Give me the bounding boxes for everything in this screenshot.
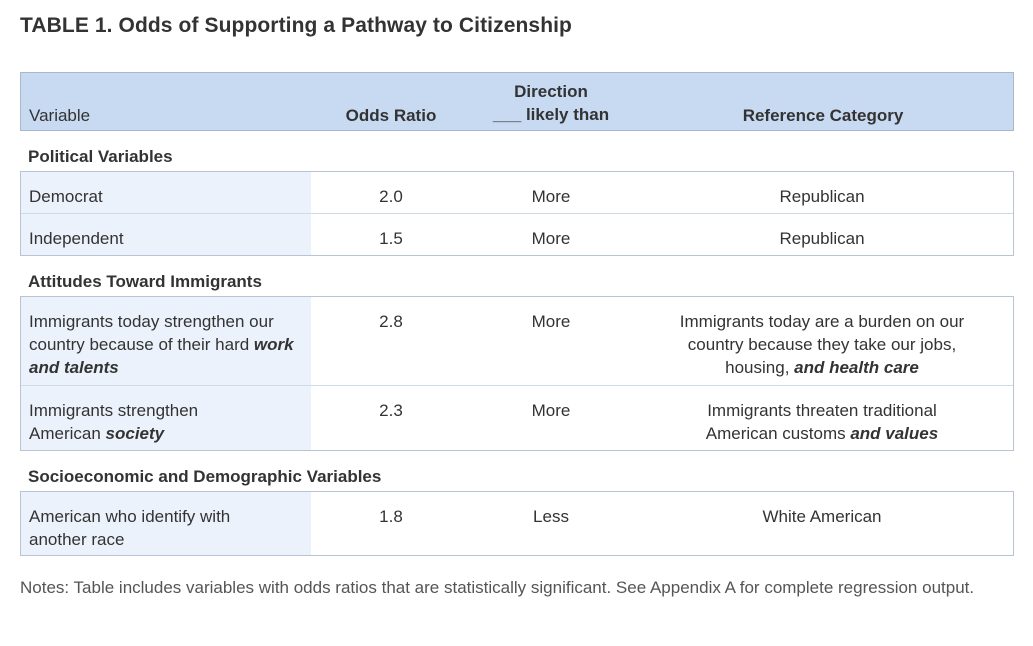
table-row: Independent 1.5 More Republican <box>21 213 1013 255</box>
cell-reference: Republican <box>779 229 865 248</box>
cell-odds-ratio: 1.8 <box>379 507 403 526</box>
table-title: TABLE 1. Odds of Supporting a Pathway to… <box>20 14 572 37</box>
section-group: Democrat 2.0 More Republican Independent… <box>20 171 1014 256</box>
cell-variable: Democrat <box>21 172 311 213</box>
cell-variable-emphasis: society <box>105 424 165 443</box>
odds-table: Variable Odds Ratio Direction ___ likely… <box>20 72 1014 556</box>
table-row: Democrat 2.0 More Republican <box>21 172 1013 213</box>
cell-variable: Immigrants strengthen American society <box>21 386 311 450</box>
section-title: Socioeconomic and Demographic Variables <box>28 467 382 486</box>
cell-direction: More <box>531 187 571 206</box>
cell-reference: Republican <box>779 187 865 206</box>
header-direction: Direction ___ likely than <box>471 80 631 126</box>
cell-variable-text: Immigrants today strengthen our country … <box>29 312 274 354</box>
cell-reference-text: Immigrants today are a burden on our cou… <box>679 312 965 377</box>
cell-odds-ratio: 2.0 <box>379 187 403 206</box>
cell-variable-text: Immigrants strengthen American <box>29 401 199 443</box>
header-odds-ratio: Odds Ratio <box>345 106 437 125</box>
header-reference-category: Reference Category <box>742 106 904 125</box>
section-title: Political Variables <box>28 147 173 166</box>
header-direction-line2: ___ likely than <box>492 105 610 124</box>
header-variable: Variable <box>29 106 91 125</box>
cell-reference: Immigrants threaten traditional American… <box>631 386 1013 450</box>
cell-direction: More <box>531 401 571 420</box>
cell-reference-text: Immigrants threaten traditional American… <box>705 401 937 443</box>
table-row: American who identify with another race … <box>21 492 1013 555</box>
cell-reference-emphasis: and values <box>850 424 939 443</box>
header-direction-line1: Direction <box>514 82 588 101</box>
cell-direction: Less <box>533 507 569 526</box>
cell-variable-emphasis: work and talents <box>29 335 294 377</box>
table-row: Immigrants today strengthen our country … <box>21 297 1013 385</box>
table-header: Variable Odds Ratio Direction ___ likely… <box>20 72 1014 131</box>
table-notes: Notes: Table includes variables with odd… <box>20 578 975 597</box>
cell-direction: More <box>531 229 571 248</box>
cell-reference: White American <box>762 507 882 526</box>
cell-odds-ratio: 2.8 <box>379 312 403 331</box>
cell-reference-emphasis: and health care <box>794 358 919 377</box>
section-title: Attitudes Toward Immigrants <box>28 272 262 291</box>
cell-variable: Independent <box>21 214 311 255</box>
cell-odds-ratio: 1.5 <box>379 229 403 248</box>
table-row: Immigrants strengthen American society 2… <box>21 385 1013 450</box>
cell-variable: Immigrants today strengthen our country … <box>21 297 311 385</box>
section-group: Immigrants today strengthen our country … <box>20 296 1014 451</box>
cell-variable: American who identify with another race <box>21 492 311 555</box>
cell-reference: Immigrants today are a burden on our cou… <box>631 297 1013 385</box>
cell-odds-ratio: 2.3 <box>379 401 403 420</box>
cell-direction: More <box>531 312 571 331</box>
section-group: American who identify with another race … <box>20 491 1014 556</box>
